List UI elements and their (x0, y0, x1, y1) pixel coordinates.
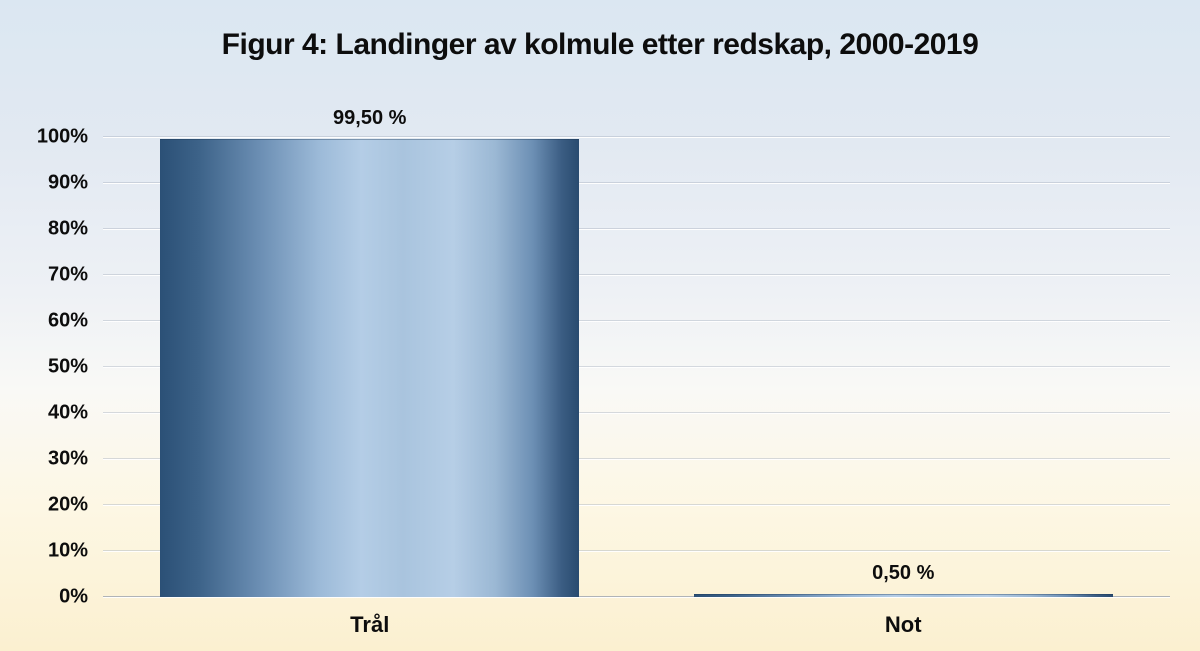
gridline (103, 136, 1170, 138)
bar-not (693, 594, 1113, 597)
y-axis-tick-label: 20% (47, 493, 88, 516)
bar-trål (160, 139, 580, 597)
gridline (103, 320, 1170, 322)
y-axis-tick-label: 90% (47, 171, 88, 194)
y-axis-tick-label: 100% (36, 125, 88, 148)
data-label-trål: 99,50 % (333, 107, 407, 130)
gridline (103, 228, 1170, 230)
gridline (103, 274, 1170, 276)
gridline (103, 458, 1170, 460)
y-axis-tick-label: 0% (59, 585, 88, 608)
y-axis-tick-label: 10% (47, 539, 88, 562)
plot-area (103, 136, 1170, 598)
y-axis-tick-label: 60% (47, 309, 88, 332)
chart-title: Figur 4: Landinger av kolmule etter reds… (221, 28, 979, 61)
x-axis-category-label: Trål (350, 612, 390, 637)
y-axis-tick-label: 50% (47, 355, 88, 378)
y-axis-tick-label: 70% (47, 263, 88, 286)
data-label-not: 0,50 % (872, 562, 935, 584)
x-axis-line (103, 596, 1170, 598)
gridline (103, 504, 1170, 506)
y-axis-tick-label: 30% (47, 447, 88, 470)
gridline (103, 412, 1170, 414)
gridline (103, 182, 1170, 184)
y-axis-tick-label: 40% (47, 401, 88, 424)
x-axis-category-label: Not (884, 612, 922, 637)
gridline (103, 550, 1170, 552)
gridline (103, 366, 1170, 368)
y-axis-tick-label: 80% (47, 217, 88, 240)
